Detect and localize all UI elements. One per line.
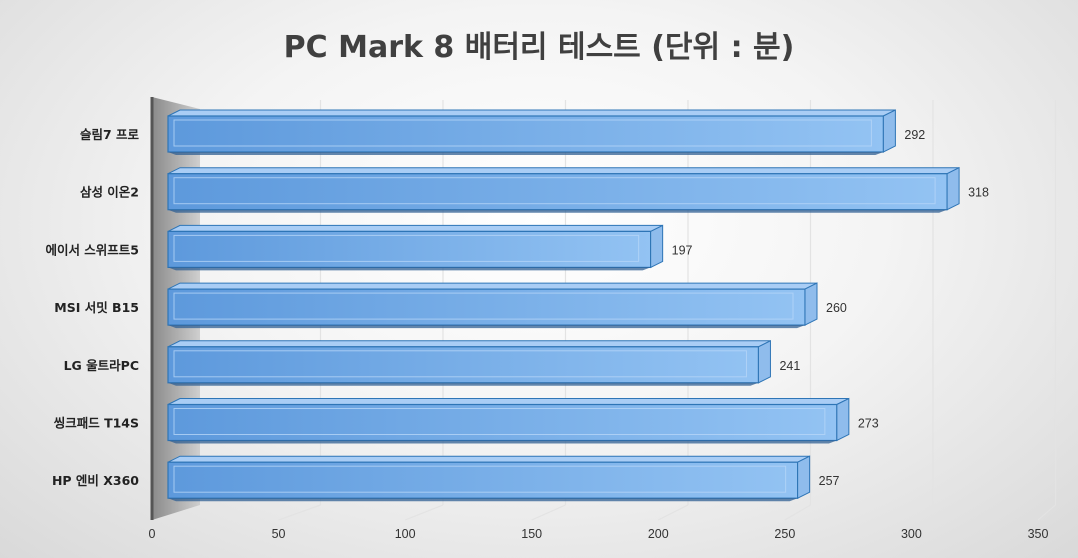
gridline-floor [404,504,444,521]
bar-end-face [836,397,850,442]
bar [167,115,885,153]
bar-top-face [167,167,960,175]
bar-bevel [173,119,872,147]
x-tick-label: 250 [774,527,795,541]
category-label: 슬림7 프로 [80,127,140,142]
category-label: HP 엔비 X360 [52,473,139,488]
bars: 292 318 197 260 241 273 257 [167,109,989,502]
bar-top-face [167,282,818,290]
bar-end-face [804,282,818,326]
bar-bevel [173,408,826,435]
gridline-floor [531,504,566,521]
bar-bevel [173,465,787,493]
bar-shadow [168,209,948,213]
bar-top-face [167,224,663,232]
bar-end-face [797,455,811,500]
bar-bevel [173,292,794,320]
data-label: 292 [904,128,925,142]
bar [167,346,760,384]
bar [167,461,799,499]
bar [167,230,652,268]
x-tick-label: 300 [901,527,922,541]
bar-top-face [167,109,896,117]
bar-shadow [168,152,884,155]
bar-end-face [882,109,896,153]
x-tick-label: 50 [272,527,286,541]
gridline-floor [278,504,321,521]
bar-end-face [757,339,771,384]
bar [167,403,838,442]
data-label: 318 [968,186,989,200]
data-label: 260 [826,301,847,315]
bar-bevel [173,350,747,378]
gridline-floor [911,504,934,521]
gridline-floor [1037,504,1056,521]
data-label: 257 [819,474,840,488]
x-tick-label: 350 [1028,527,1049,541]
data-label: 241 [779,359,800,373]
bar-top-face [167,340,771,348]
bar-top-face [167,455,810,463]
category-label: 에이서 스위프트5 [45,242,139,257]
x-tick-label: 100 [395,527,416,541]
bar-bevel [173,177,936,205]
data-label: 197 [672,243,693,257]
chart-title: PC Mark 8 배터리 테스트 (단위 : 분) [284,30,795,65]
bar-shadow [168,267,651,271]
data-label: 273 [858,417,879,431]
bar-shadow [168,325,805,329]
gridline-floor [784,504,811,521]
x-axis-ticks: 0 50 100 150 200 250 300 350 [149,527,1049,541]
bar-shadow [168,382,759,386]
category-label: 씽크패드 T14S [54,416,139,431]
bar-shadow [168,440,837,444]
bar [167,173,948,211]
bar-top-face [167,398,850,405]
bar-end-face [650,224,664,269]
bar-shadow [168,498,798,502]
x-tick-label: 200 [648,527,669,541]
category-label: LG 울트라PC [64,358,139,373]
bar-end-face [946,166,960,211]
bar [167,288,806,326]
category-label: MSI 서밋 B15 [54,300,139,315]
x-tick-label: 150 [521,527,542,541]
x-tick-label: 0 [149,527,156,541]
bar-bevel [173,234,640,262]
category-label: 삼성 이온2 [80,185,139,200]
gridline-floor [658,504,689,521]
